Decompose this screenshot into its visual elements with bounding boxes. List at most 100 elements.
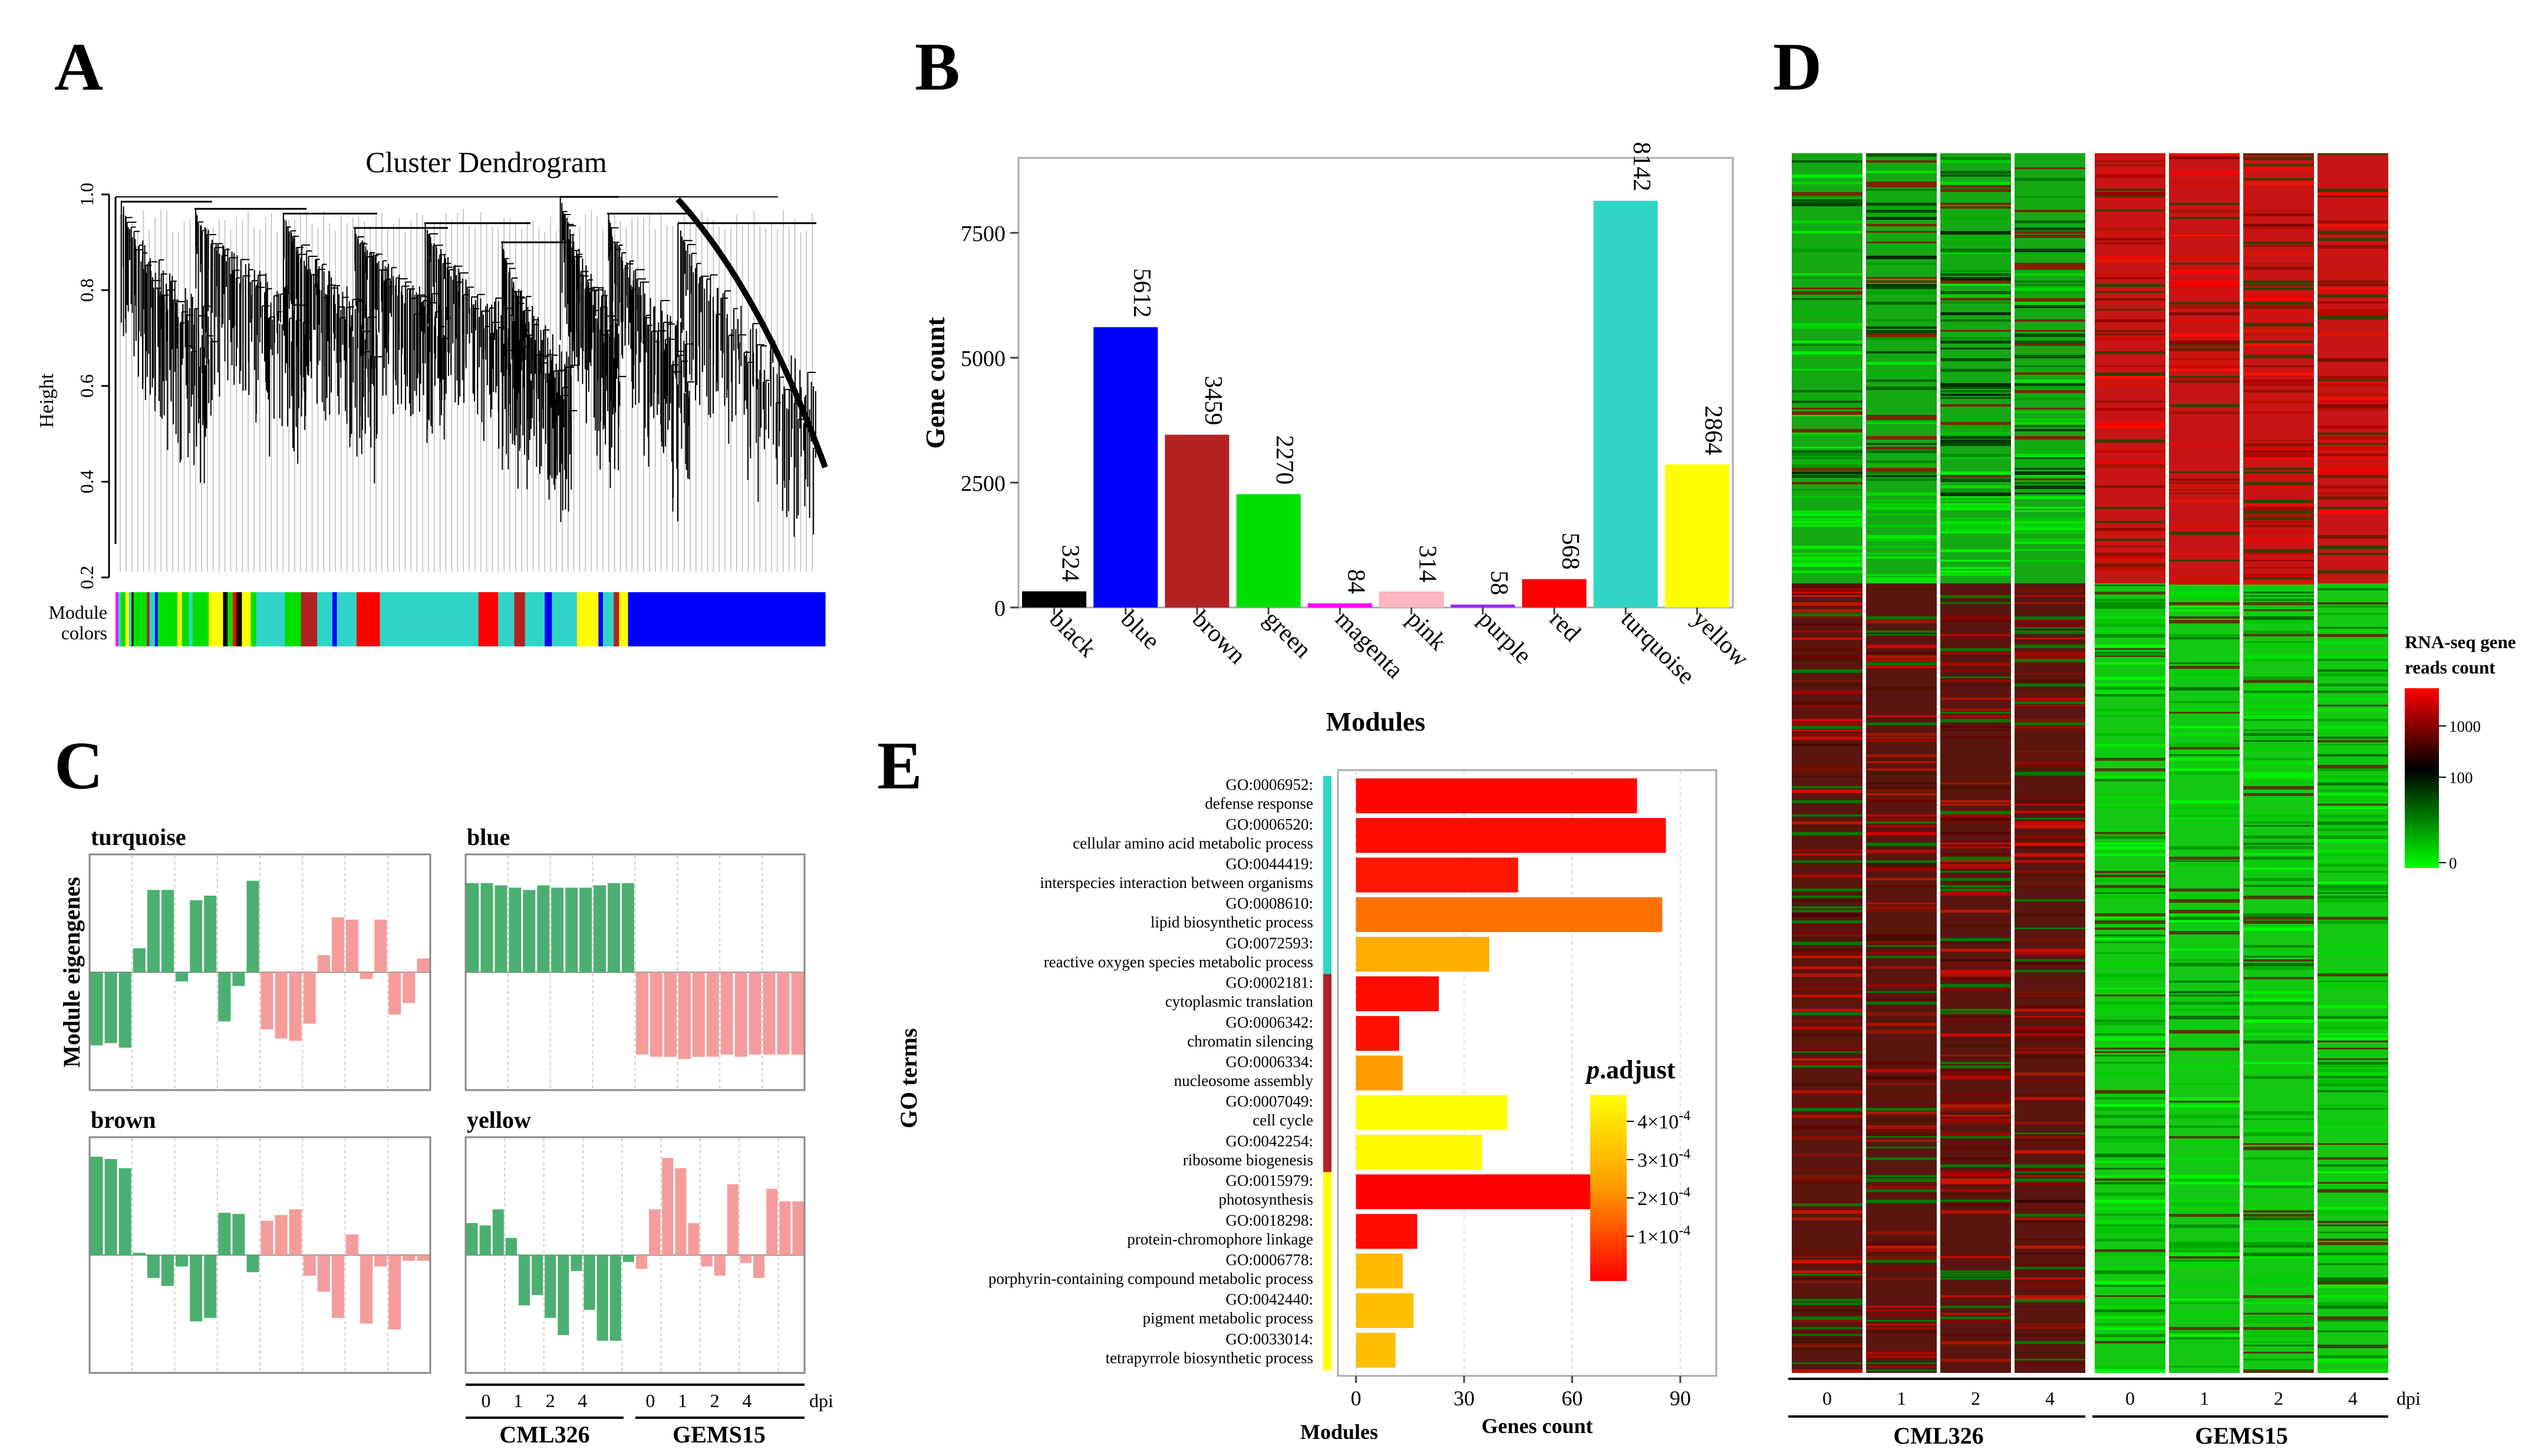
heatmap-cell-row bbox=[1792, 517, 1862, 521]
eigengene-bar bbox=[303, 972, 316, 1024]
heatmap-cell-row bbox=[1940, 949, 2011, 952]
heatmap-cell-row bbox=[2169, 1009, 2240, 1011]
heatmap-cell-row bbox=[2243, 740, 2314, 742]
heatmap-cell-row bbox=[2015, 1094, 2085, 1096]
heatmap-cell-row bbox=[2095, 302, 2165, 303]
heatmap-cell-row bbox=[2169, 811, 2240, 813]
heatmap-cell-row bbox=[2318, 1143, 2388, 1145]
heatmap-cell-row bbox=[2095, 874, 2165, 877]
heatmap-cell-row bbox=[1866, 524, 1937, 527]
heatmap-cell-row bbox=[1866, 1327, 1937, 1329]
heatmap-cell-row bbox=[2243, 1217, 2314, 1220]
heatmap-cell-row bbox=[2318, 238, 2388, 241]
heatmap-cell-row bbox=[2015, 630, 2085, 634]
heatmap-cell-row bbox=[1792, 1108, 1862, 1111]
heatmap-cell-row bbox=[2318, 828, 2388, 831]
heatmap-cell-row bbox=[2015, 684, 2085, 686]
heatmap-cell-row bbox=[2015, 280, 2085, 283]
heatmap-cell-row bbox=[2318, 885, 2388, 889]
heatmap-column bbox=[1866, 153, 1937, 1373]
heatmap-cell-row bbox=[1866, 652, 1937, 654]
category-label: green bbox=[1258, 606, 1316, 663]
heatmap-cell-row bbox=[2169, 1214, 2240, 1217]
heatmap-cell-row bbox=[2243, 853, 2314, 855]
heatmap-cell-row bbox=[1792, 853, 1862, 856]
heatmap-cell-row bbox=[1940, 1359, 2011, 1362]
heatmap-cell-row bbox=[2095, 164, 2165, 167]
eigengene-bar bbox=[518, 1255, 530, 1306]
heatmap-cell-row bbox=[2095, 1005, 2165, 1007]
dpi-tick-label: 1 bbox=[1897, 1388, 1906, 1409]
heatmap-cell-row bbox=[2095, 1048, 2165, 1049]
heatmap-cell-row bbox=[2318, 804, 2388, 805]
heatmap-cell-row bbox=[1940, 249, 2011, 252]
heatmap-cell-row bbox=[1792, 411, 1862, 415]
heatmap-cell-row bbox=[1866, 443, 1937, 445]
heatmap-cell-row bbox=[2169, 1253, 2240, 1256]
heatmap-cell-row bbox=[1866, 422, 1937, 424]
bar-blue bbox=[1093, 327, 1158, 608]
heatmap-cell-row bbox=[2169, 1299, 2240, 1300]
heatmap-cell-row bbox=[1792, 570, 1862, 573]
heatmap-cell-row bbox=[1940, 1171, 2011, 1175]
heatmap-cell-row bbox=[2015, 178, 2085, 181]
heatmap-cell-row bbox=[2318, 1083, 2388, 1087]
heatmap-cell-row bbox=[2169, 712, 2240, 714]
heatmap-cell-row bbox=[2015, 1136, 2085, 1138]
heatmap-cell-row bbox=[1792, 737, 1862, 740]
heatmap-cell-row bbox=[1940, 889, 2011, 892]
heatmap-cell-row bbox=[1866, 153, 1937, 157]
heatmap-column bbox=[2318, 153, 2388, 1373]
heatmap-cell-row bbox=[1792, 860, 1862, 863]
heatmap-cell-row bbox=[1866, 818, 1937, 821]
heatmap-cell-row bbox=[2169, 203, 2240, 205]
heatmap-cell-row bbox=[2169, 899, 2240, 903]
heatmap-cell-row bbox=[2169, 995, 2240, 996]
heatmap-cell-row bbox=[1940, 337, 2011, 339]
heatmap-cell-row bbox=[2318, 673, 2388, 676]
module-color-segment bbox=[154, 592, 159, 646]
heatmap-cell-row bbox=[1940, 277, 2011, 280]
module-color-segment bbox=[285, 592, 302, 646]
dpi-tick-label: 1 bbox=[2200, 1388, 2209, 1409]
heatmap-cell-row bbox=[1866, 1030, 1937, 1034]
heatmap-cell-row bbox=[2095, 836, 2165, 839]
heatmap-cell-row bbox=[2015, 1281, 2085, 1283]
heatmap-cell-row bbox=[1792, 447, 1862, 448]
heatmap-cell-row bbox=[1866, 351, 1937, 354]
heatmap-cell-row bbox=[2095, 528, 2165, 531]
heatmap-cell-row bbox=[1866, 1267, 1937, 1270]
heatmap-cell-row bbox=[2243, 1207, 2314, 1209]
heatmap-cell-row bbox=[1792, 1203, 1862, 1206]
eigengene-bar bbox=[608, 883, 621, 972]
go-term-bar bbox=[1356, 1214, 1418, 1249]
module-strip-segment bbox=[1323, 1290, 1331, 1331]
heatmap-cell-row bbox=[2243, 836, 2314, 838]
heatmap-cell-row bbox=[2015, 450, 2085, 453]
heatmap-cell-row bbox=[2015, 1164, 2085, 1168]
heatmap-cell-row bbox=[2095, 171, 2165, 173]
legend-title: p.adjust bbox=[1584, 1055, 1676, 1084]
heatmap-cell-row bbox=[1792, 1327, 1862, 1329]
heatmap-block bbox=[2015, 583, 2085, 1373]
legend-tick-label: 2×10-4 bbox=[1637, 1185, 1690, 1210]
heatmap-cell-row bbox=[1940, 206, 2011, 209]
eigengene-bar bbox=[492, 1209, 504, 1255]
module-strip-segment bbox=[1323, 894, 1331, 935]
heatmap-cell-row bbox=[2243, 1143, 2314, 1145]
heatmap-cell-row bbox=[2243, 224, 2314, 227]
legend-tick-label: 3×10-4 bbox=[1637, 1147, 1690, 1171]
heatmap-cell-row bbox=[2169, 920, 2240, 922]
heatmap-cell-row bbox=[1792, 705, 1862, 708]
heatmap-cell-row bbox=[2243, 878, 2314, 881]
heatmap-cell-row bbox=[2095, 694, 2165, 696]
heatmap-cell-row bbox=[2169, 524, 2240, 527]
eigengene-bar bbox=[176, 972, 189, 982]
heatmap-cell-row bbox=[2243, 471, 2314, 474]
heatmap-cell-row bbox=[1866, 715, 1937, 717]
heatmap-cell-row bbox=[1866, 620, 1937, 623]
heatmap-cell-row bbox=[1792, 514, 1862, 516]
heatmap-cell-row bbox=[1792, 648, 1862, 651]
heatmap-cell-row bbox=[1792, 560, 1862, 563]
module-color-segment bbox=[128, 592, 132, 646]
